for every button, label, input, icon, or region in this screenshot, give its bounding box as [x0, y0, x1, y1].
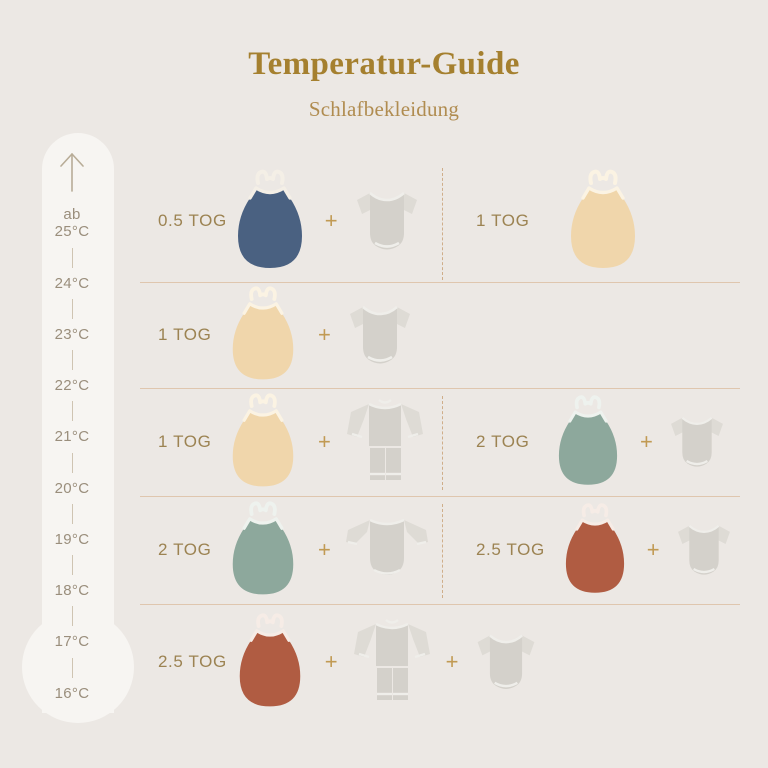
table-row: 2.5 TOG +	[140, 604, 740, 720]
scale-tick-24: 24°C	[54, 274, 90, 292]
scale-tick-19: 19°C	[54, 530, 90, 548]
tog-label: 0.5 TOG	[158, 211, 227, 230]
plus-symbol: +	[318, 322, 331, 347]
row-divider	[140, 604, 740, 605]
scale-tick-22: 22°C	[54, 377, 90, 394]
scale-dash	[71, 247, 73, 268]
bodysuit-short-sleeve-icon	[672, 514, 736, 586]
bodysuit-short-sleeve-icon	[471, 623, 541, 701]
bodysuit-short-sleeve-icon	[343, 295, 417, 375]
row5-cell: 2.5 TOG +	[140, 604, 740, 720]
tog-label: 2 TOG	[476, 432, 530, 451]
tog-label: 1 TOG	[476, 211, 530, 230]
scale-tick-17: 17°C	[54, 633, 90, 651]
bodysuit-short-sleeve-icon	[350, 181, 424, 261]
row2-left-cell: 1 TOG +	[140, 282, 442, 388]
plus-symbol: +	[646, 537, 660, 562]
table-row: 1 TOG +	[140, 388, 740, 496]
sleeping-bag-icon	[220, 283, 306, 387]
plus-symbol: +	[445, 649, 459, 674]
arrow-up-icon	[59, 151, 85, 198]
scale-tick-20: 20°C	[54, 479, 90, 497]
scale-tick-23: 23°C	[54, 325, 90, 343]
column-divider	[442, 504, 443, 598]
scale-dash	[71, 298, 73, 319]
tog-label: 2.5 TOG	[158, 652, 227, 671]
sleeping-bag-icon	[560, 166, 646, 276]
scale-tick-16: 16°C	[54, 684, 90, 702]
table-row: 2 TOG +	[140, 496, 740, 604]
scale-tick-25-label: 25°C	[54, 223, 90, 241]
thermometer-bulb	[22, 611, 134, 723]
row4-right-cell: 2.5 TOG +	[442, 496, 740, 604]
scale-dash	[71, 657, 73, 678]
row2-right-cell-empty	[442, 282, 740, 388]
row-divider	[140, 496, 740, 497]
scale-dash	[71, 401, 73, 422]
thermometer-scale: ab 25°C 24°C 23°C 22°C 21°C 20°C 19°C 18…	[30, 133, 114, 733]
sleeping-bag-icon	[220, 498, 306, 602]
table-row: 1 TOG +	[140, 282, 740, 388]
row-divider	[140, 282, 740, 283]
row1-left-cell: 0.5 TOG +	[140, 160, 442, 282]
plus-symbol: +	[324, 649, 338, 674]
row-divider	[140, 388, 740, 389]
scale-dash	[71, 555, 73, 575]
plus-symbol: +	[318, 537, 331, 562]
pajama-set-icon	[343, 394, 427, 490]
scale-tick-25: ab 25°C	[55, 206, 90, 241]
row3-left-cell: 1 TOG +	[140, 388, 442, 496]
header: Temperatur-Guide Schlafbekleidung	[0, 46, 768, 121]
row4-left-cell: 2 TOG +	[140, 496, 442, 604]
scale-tick-ab-label: ab	[63, 206, 81, 223]
scale-dash	[71, 503, 73, 524]
plus-symbol: +	[324, 208, 338, 233]
column-divider	[442, 168, 443, 280]
row1-right-cell: 1 TOG	[442, 160, 740, 282]
row3-right-cell: 2 TOG +	[442, 388, 740, 496]
scale-tick-18: 18°C	[54, 582, 90, 599]
tog-label: 1 TOG	[158, 432, 212, 451]
sleeping-bag-icon	[227, 610, 313, 714]
scale-dash	[71, 452, 73, 473]
tog-label: 2.5 TOG	[476, 540, 545, 559]
page-subtitle: Schlafbekleidung	[308, 97, 460, 122]
sleeping-bag-icon	[548, 392, 628, 492]
bodysuit-short-sleeve-icon	[665, 406, 729, 478]
column-divider	[442, 396, 443, 490]
sleeping-bag-icon	[555, 500, 635, 600]
tog-label: 2 TOG	[158, 540, 212, 559]
bodysuit-long-sleeve-icon	[343, 510, 431, 590]
table-row: 0.5 TOG +	[140, 160, 740, 282]
tog-label: 1 TOG	[158, 325, 212, 344]
scale-dash	[71, 350, 73, 370]
sleeping-bag-icon	[220, 390, 306, 494]
plus-symbol: +	[318, 429, 331, 454]
page-title: Temperatur-Guide	[248, 46, 520, 82]
plus-symbol: +	[640, 429, 653, 454]
pajama-set-icon	[350, 614, 434, 710]
scale-tick-21: 21°C	[54, 428, 90, 446]
scale-dash	[71, 606, 73, 627]
recommendation-grid: 0.5 TOG +	[140, 160, 740, 720]
sleeping-bag-icon	[227, 166, 313, 276]
